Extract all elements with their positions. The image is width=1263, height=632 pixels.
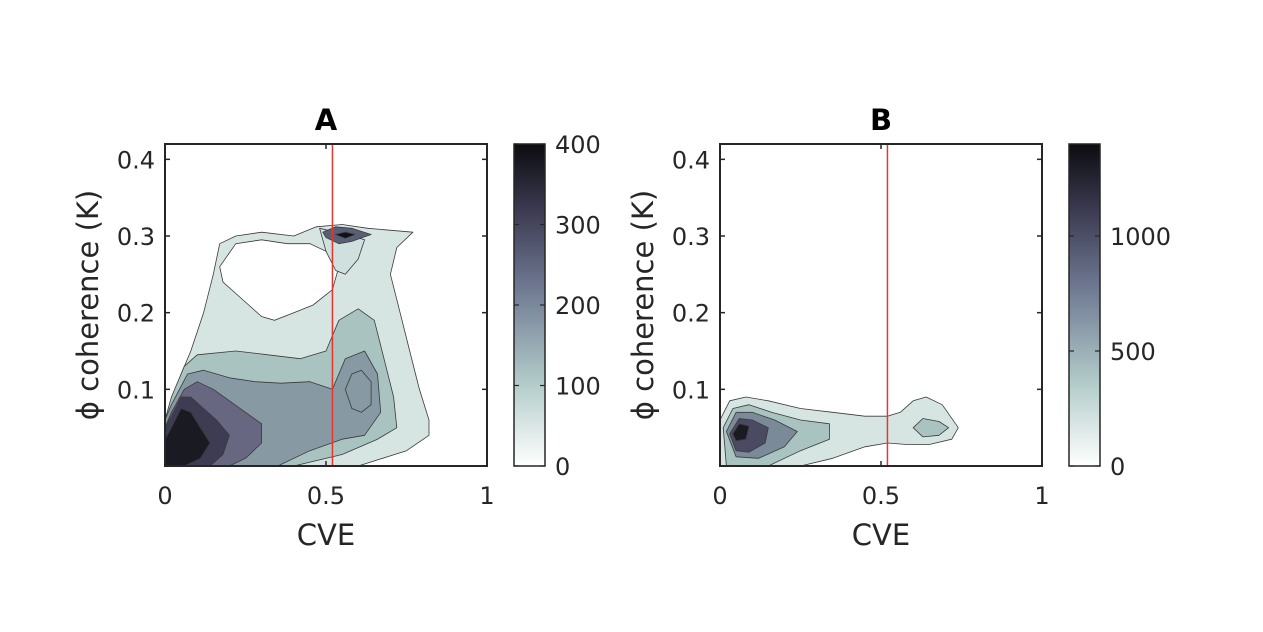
panel-a-xtick-label: 1 [479,482,494,510]
panel-a-axes: 0 0.5 1 0.1 0.2 0.3 0.4 [117,144,495,510]
panel-a-xtick-label: 0 [157,482,172,510]
panel-b-ytick-label: 0.1 [672,376,710,404]
panel-a-ytick-label: 0.1 [117,376,155,404]
panel-a-ylabel: ϕ coherence (K) [71,190,105,420]
panel-b-xtick-label: 0 [712,482,727,510]
panel-a-ytick-label: 0.4 [117,146,155,174]
panel-b-xlabel: CVE [852,518,910,552]
panel-a-ytick-label: 0.3 [117,223,155,251]
panel-b-colorbar-tick-label: 500 [1110,338,1156,366]
panel-b: B 0 0.5 10.10.20.30.4 CVE ϕ coherence (K) … [626,103,1171,552]
panel-b-colorbar [1068,143,1101,467]
panel-b-title: B [870,103,892,137]
panel-a-xtick-label: 0.5 [307,482,345,510]
panel-b-ytick-label: 0.4 [672,146,710,174]
panel-a-colorbar-tick-label: 200 [555,292,601,320]
panel-b-colorbar-tick-label: 1000 [1110,223,1171,251]
panel-a-contour-level-160 [344,369,372,413]
panel-a-colorbar-tick-label: 400 [555,131,601,159]
panel-b-xtick-label: 0.5 [862,482,900,510]
panel-b-axes: 0 0.5 1 0.1 0.2 0.3 0.4 [672,144,1050,510]
panel-b-contour-level-300 [912,418,949,438]
panel-a-contour-hole-0 [219,239,340,321]
panel-a: A 0 0.5 10.10.20.30.4 CVE ϕ coherence (K) … [71,103,601,552]
panel-a-title: A [315,103,338,137]
panel-b-xtick-label: 1 [1034,482,1049,510]
panel-a-colorbar-tick-label: 0 [555,453,570,481]
panel-b-contours [720,396,959,466]
panel-b-colorbar-tick-label: 0 [1110,453,1125,481]
panel-a-contour-level-340 [165,408,211,466]
panel-a-colorbar [513,143,546,467]
panel-b-ytick-label: 0.3 [672,223,710,251]
panel-a-colorbar-ticks: 0 100 200 300 400 [514,131,601,481]
panel-a-colorbar-tick-label: 300 [555,212,601,240]
panel-a-colorbar-tick-label: 100 [555,373,601,401]
panel-a-contour-level-380 [335,231,356,239]
panel-b-ytick-label: 0.2 [672,300,710,328]
panel-a-ytick-label: 0.2 [117,300,155,328]
panel-b-ylabel: ϕ coherence (K) [626,190,660,420]
panel-a-contours [165,224,430,466]
panel-b-colorbar-ticks: 0 500 1000 [1069,223,1171,481]
panel-b-contour-level-1200 [732,423,750,442]
panel-a-xlabel: CVE [297,518,355,552]
